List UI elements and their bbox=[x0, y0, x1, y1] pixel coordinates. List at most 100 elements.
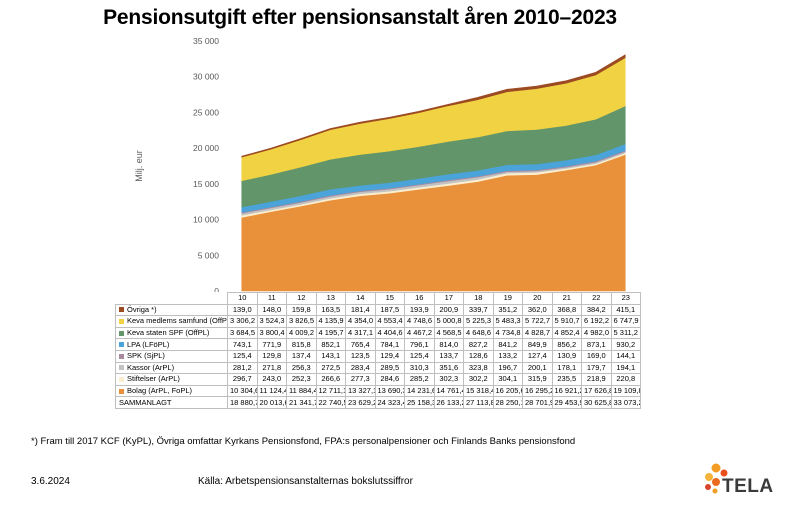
table-row: Bolag (ArPL, FoPL) 10 304,6 11 124,4 11 884… bbox=[116, 385, 641, 397]
data-label: 14 761,4 bbox=[434, 385, 464, 397]
data-label: 827,2 bbox=[464, 339, 494, 351]
data-label: 20 013,6 bbox=[257, 397, 287, 409]
x-tick-label: 14 bbox=[346, 293, 376, 305]
data-label: 6 192,2 bbox=[582, 316, 612, 328]
data-label: 4 467,2 bbox=[405, 327, 435, 339]
data-label: 284,6 bbox=[375, 374, 405, 386]
data-label: 5 000,8 bbox=[434, 316, 464, 328]
data-label: 796,1 bbox=[405, 339, 435, 351]
data-label: 5 483,3 bbox=[493, 316, 523, 328]
table-row: Keva medlems samfund (OffPL) 3 306,2 3 524… bbox=[116, 316, 641, 328]
data-label: 3 826,5 bbox=[287, 316, 317, 328]
data-label: 304,1 bbox=[493, 374, 523, 386]
data-label: 12 711,1 bbox=[316, 385, 346, 397]
data-label: 3 306,2 bbox=[228, 316, 258, 328]
data-label: 362,0 bbox=[523, 304, 553, 316]
data-label: 11 884,4 bbox=[287, 385, 317, 397]
data-label: 368,8 bbox=[552, 304, 582, 316]
x-tick-label: 18 bbox=[464, 293, 494, 305]
data-label: 323,8 bbox=[464, 362, 494, 374]
data-label: 13 327,1 bbox=[346, 385, 376, 397]
data-label: 277,3 bbox=[346, 374, 376, 386]
data-table: 10 11 12 13 14 15 16 17 18 19 20 21 22 23 Övriga *) 139… bbox=[115, 292, 641, 409]
y-tick-label: 5 000 bbox=[198, 250, 220, 260]
data-label: 4 982,0 bbox=[582, 327, 612, 339]
table-row: Övriga *) 139,0 148,0 159,8 163,5 181,4 187,5 1… bbox=[116, 304, 641, 316]
date-label: 3.6.2024 bbox=[31, 476, 70, 487]
data-label: 302,3 bbox=[434, 374, 464, 386]
data-label: 256,3 bbox=[287, 362, 317, 374]
data-label: 283,4 bbox=[346, 362, 376, 374]
data-label: 16 295,2 bbox=[523, 385, 553, 397]
data-label: 4 553,4 bbox=[375, 316, 405, 328]
data-label: 4 734,8 bbox=[493, 327, 523, 339]
data-label: 24 323,4 bbox=[375, 397, 405, 409]
source-label: Källa: Arbetspensionsanstalternas bokslu… bbox=[198, 476, 413, 487]
legend-swatch bbox=[119, 389, 124, 394]
data-label: 4 648,6 bbox=[464, 327, 494, 339]
data-label: 285,2 bbox=[405, 374, 435, 386]
data-label: 849,9 bbox=[523, 339, 553, 351]
data-label: 130,9 bbox=[552, 350, 582, 362]
table-row: Kassor (ArPL) 281,2 271,8 256,3 272,5 283,4 28… bbox=[116, 362, 641, 374]
data-label: 10 304,6 bbox=[228, 385, 258, 397]
data-label: 3 800,4 bbox=[257, 327, 287, 339]
footnote: *) Fram till 2017 KCF (KyPL), Övriga omf… bbox=[31, 436, 575, 447]
data-label: 771,9 bbox=[257, 339, 287, 351]
data-label: 133,7 bbox=[434, 350, 464, 362]
data-label: 125,4 bbox=[228, 350, 258, 362]
data-label: 315,9 bbox=[523, 374, 553, 386]
data-label: 4 009,2 bbox=[287, 327, 317, 339]
x-tick-label: 19 bbox=[493, 293, 523, 305]
y-tick-label: 35 000 bbox=[193, 36, 219, 46]
data-label: 137,4 bbox=[287, 350, 317, 362]
data-label: 281,2 bbox=[228, 362, 258, 374]
x-tick-label: 17 bbox=[434, 293, 464, 305]
data-label: 129,8 bbox=[257, 350, 287, 362]
y-tick-label: 20 000 bbox=[193, 143, 219, 153]
data-label: 243,0 bbox=[257, 374, 287, 386]
data-label: 252,3 bbox=[287, 374, 317, 386]
data-label: 296,7 bbox=[228, 374, 258, 386]
data-label: 123,5 bbox=[346, 350, 376, 362]
data-label: 235,5 bbox=[552, 374, 582, 386]
data-label: 13 690,3 bbox=[375, 385, 405, 397]
legend-entry: Övriga *) bbox=[116, 304, 228, 316]
data-label: 178,1 bbox=[552, 362, 582, 374]
x-tick-label: 13 bbox=[316, 293, 346, 305]
data-label: 4 135,9 bbox=[316, 316, 346, 328]
data-label: 194,1 bbox=[611, 362, 641, 374]
data-label: 4 568,5 bbox=[434, 327, 464, 339]
legend-entry: Bolag (ArPL, FoPL) bbox=[116, 385, 228, 397]
data-label: 302,2 bbox=[464, 374, 494, 386]
data-label: 193,9 bbox=[405, 304, 435, 316]
data-label: 23 629,2 bbox=[346, 397, 376, 409]
legend-entry: LPA (LFöPL) bbox=[116, 339, 228, 351]
x-tick-label: 10 bbox=[228, 293, 258, 305]
data-label: 18 880,7 bbox=[228, 397, 258, 409]
logo-text: TELA bbox=[722, 476, 774, 498]
legend-entry: Keva medlems samfund (OffPL) bbox=[116, 316, 228, 328]
x-tick-label: 22 bbox=[582, 293, 612, 305]
data-label: 856,2 bbox=[552, 339, 582, 351]
data-label: 415,1 bbox=[611, 304, 641, 316]
data-label: 21 341,7 bbox=[287, 397, 317, 409]
data-label: 815,8 bbox=[287, 339, 317, 351]
x-tick-label: 11 bbox=[257, 293, 287, 305]
data-label: 26 133,2 bbox=[434, 397, 464, 409]
data-label: 16 921,2 bbox=[552, 385, 582, 397]
table-row: Keva staten SPF (OffPL) 3 684,5 3 800,4 4 0… bbox=[116, 327, 641, 339]
data-label: 143,1 bbox=[316, 350, 346, 362]
x-tick-label: 15 bbox=[375, 293, 405, 305]
legend-entry: Stiftelser (ArPL) bbox=[116, 374, 228, 386]
table-row: Stiftelser (ArPL) 296,7 243,0 252,3 266,6 277… bbox=[116, 374, 641, 386]
data-label: 4 828,7 bbox=[523, 327, 553, 339]
data-label: 148,0 bbox=[257, 304, 287, 316]
data-label: 4 317,1 bbox=[346, 327, 376, 339]
data-label: 4 404,6 bbox=[375, 327, 405, 339]
data-label: 144,1 bbox=[611, 350, 641, 362]
data-label: 765,4 bbox=[346, 339, 376, 351]
data-label: 169,0 bbox=[582, 350, 612, 362]
legend-swatch bbox=[119, 354, 124, 359]
data-label: 14 231,6 bbox=[405, 385, 435, 397]
